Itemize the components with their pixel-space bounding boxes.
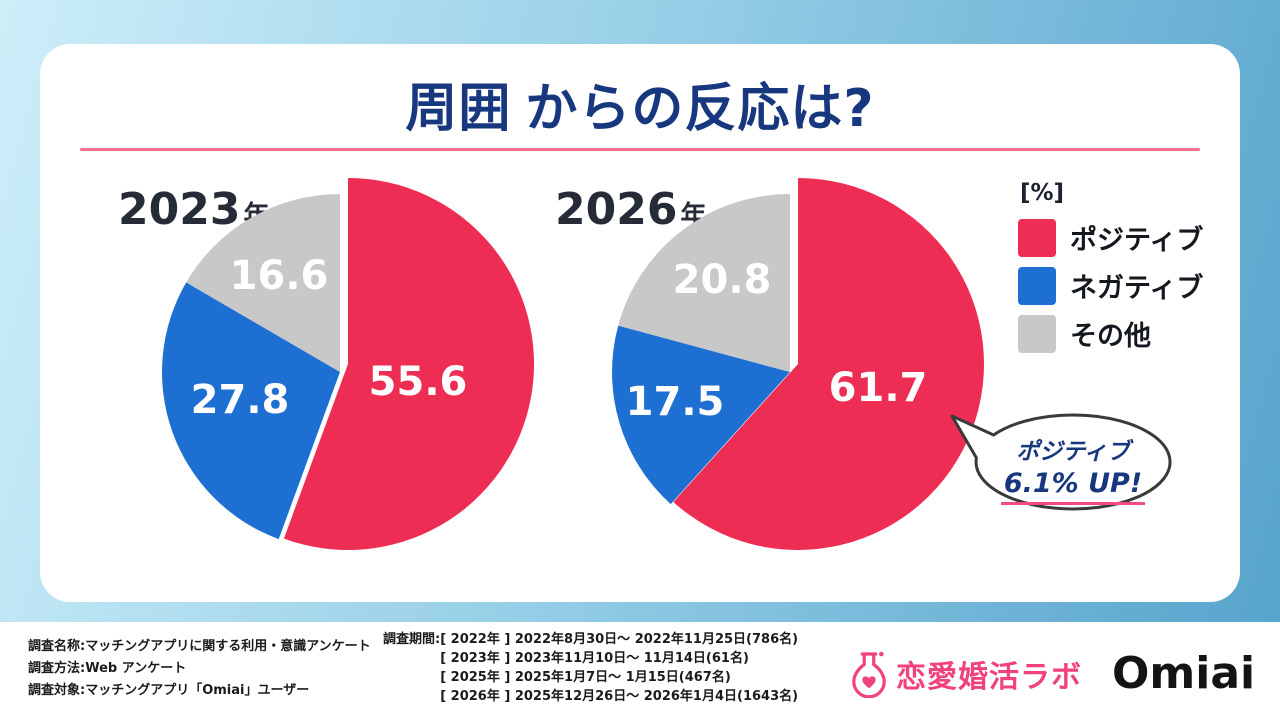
- survey-period: 調査期間: [ 2022年 ] 2022年8月30日〜 2022年11月25日(…: [383, 633, 798, 709]
- title-divider: [80, 148, 1200, 151]
- lab-logo-text: 恋愛婚活ラボ: [896, 660, 1082, 695]
- pie-2026-value-negative: 17.5: [625, 379, 725, 425]
- legend-item-negative: ネガティブ: [1018, 266, 1203, 305]
- survey-period-2026: [ 2026年 ] 2025年12月26日〜 2026年1月4日(1643名): [440, 689, 799, 704]
- year-number-2023: 2023: [118, 184, 241, 235]
- survey-period-2023: [ 2023年 ] 2023年11月10日〜 11月14日(61名): [440, 651, 749, 666]
- callout-line-2: 6.1% UP!: [1000, 468, 1146, 505]
- lab-logo: 恋愛婚活ラボ: [850, 650, 1082, 698]
- omiai-logo: Omiai: [1112, 648, 1256, 699]
- year-label-2026: 2026 年: [555, 184, 706, 235]
- survey-info: 調査名称:マッチングアプリに関する利用・意識アンケート 調査方法:Web アンケ…: [28, 640, 371, 706]
- callout-bubble: ポジティブ 6.1% UP!: [940, 396, 1180, 536]
- pie-chart-2026: [612, 178, 985, 550]
- page-title-part-1: 周囲: [405, 79, 512, 139]
- pie-2023-value-other: 16.6: [229, 253, 329, 299]
- survey-info-target: 調査対象:マッチングアプリ「Omiai」ユーザー: [28, 683, 310, 698]
- page-title: 周囲 からの反応は?: [40, 66, 1240, 141]
- flask-icon: [852, 651, 886, 698]
- legend-swatch-negative: [1018, 266, 1056, 305]
- pie-2023-slice-positive: [283, 178, 535, 550]
- callout-bubble-shape: [950, 413, 1172, 511]
- survey-info-method: 調査方法:Web アンケート: [28, 661, 187, 676]
- survey-period-2025: [ 2025年 ] 2025年1月7日〜 1月15日(467名): [440, 670, 731, 685]
- footer: 調査名称:マッチングアプリに関する利用・意識アンケート 調査方法:Web アンケ…: [0, 622, 1280, 720]
- pie-2023-slice-negative: [162, 282, 340, 540]
- pie-2026-slice-positive: [673, 178, 985, 550]
- pie-chart-2023: [162, 178, 535, 550]
- pie-2023-slice-other: [186, 194, 340, 372]
- legend-label-other: その他: [1070, 321, 1151, 352]
- pie-2023-value-negative: 27.8: [190, 377, 290, 423]
- legend: [%] ポジティブ ネガティブ その他: [1018, 180, 1203, 362]
- survey-period-2022: [ 2022年 ] 2022年8月30日〜 2022年11月25日(786名): [440, 632, 799, 647]
- legend-swatch-positive: [1018, 218, 1056, 257]
- survey-period-label: 調査期間:: [383, 632, 441, 647]
- pie-2026-slice-negative: [612, 325, 790, 505]
- pie-2023-value-positive: 55.6: [368, 359, 468, 405]
- survey-info-name: 調査名称:マッチングアプリに関する利用・意識アンケート: [28, 639, 371, 654]
- pie-2026-value-positive: 61.7: [828, 365, 928, 411]
- legend-unit: [%]: [1020, 180, 1065, 206]
- legend-item-positive: ポジティブ: [1018, 218, 1203, 257]
- callout-text: ポジティブ 6.1% UP!: [996, 432, 1150, 505]
- pie-2026-slice-other: [618, 194, 790, 372]
- legend-item-other: その他: [1018, 314, 1203, 353]
- legend-swatch-other: [1018, 314, 1056, 353]
- pie-2026-value-other: 20.8: [672, 257, 772, 303]
- legend-label-positive: ポジティブ: [1070, 225, 1204, 256]
- legend-label-negative: ネガティブ: [1070, 273, 1204, 304]
- survey-period-list: [ 2022年 ] 2022年8月30日〜 2022年11月25日(786名) …: [440, 633, 798, 709]
- page-title-part-2: からの反応は?: [525, 79, 875, 139]
- year-number-2026: 2026: [555, 184, 678, 235]
- callout-line-1: ポジティブ: [1016, 439, 1130, 465]
